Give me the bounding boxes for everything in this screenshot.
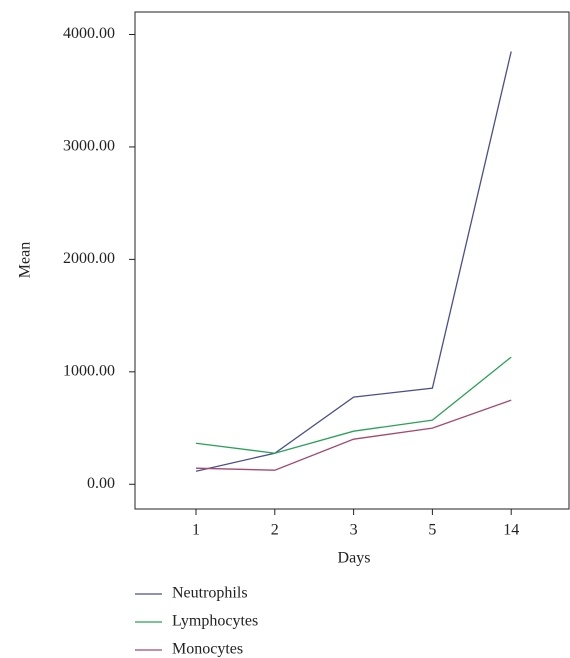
y-tick-label: 2000.00 (63, 250, 115, 267)
plot-frame (134, 11, 570, 510)
x-tick-label: 1 (192, 522, 200, 539)
series-line (195, 51, 512, 472)
y-axis-label: Mean (17, 242, 34, 278)
legend-label: Neutrophils (172, 585, 248, 602)
x-tick-label: 3 (350, 522, 358, 539)
x-tick-label: 2 (271, 522, 279, 539)
legend-label: Monocytes (172, 641, 243, 658)
y-tick-label: 4000.00 (63, 25, 115, 42)
x-axis-label: Days (338, 550, 371, 567)
x-tick-label: 14 (503, 522, 519, 539)
x-tick-label: 5 (428, 522, 436, 539)
series-line (195, 356, 512, 454)
y-tick-label: 0.00 (87, 475, 115, 492)
y-tick-label: 1000.00 (63, 362, 115, 379)
legend-label: Lymphocytes (172, 613, 258, 630)
y-tick-label: 3000.00 (63, 138, 115, 155)
series-line (195, 399, 512, 471)
